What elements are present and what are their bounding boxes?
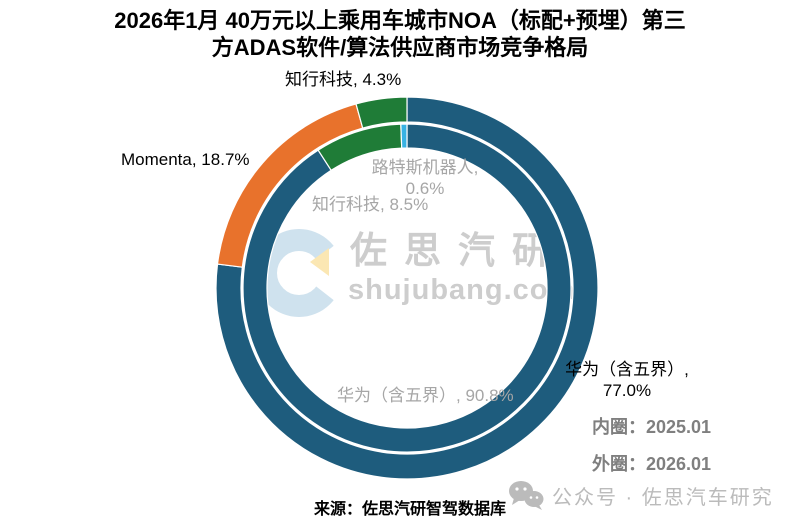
chart-title-line1: 2026年1月 40万元以上乘用车城市NOA（标配+预埋）第三 <box>114 8 686 33</box>
donut-segment-inner-2 <box>400 123 408 149</box>
label-zhixing-inner: 知行科技, 8.5% <box>312 195 429 214</box>
donut-segment-inner-0 <box>242 123 572 453</box>
legend-outer-ring: 外圈：2026.01 <box>592 454 712 474</box>
donut-segment-outer-0 <box>215 96 599 480</box>
label-lotus-inner: 路特斯机器人, 0.6% <box>355 157 495 199</box>
source-note: 来源：佐思汽研智驾数据库 <box>314 501 507 518</box>
label-huawei-outer: 华为（含五界）, 77.0% <box>557 359 697 401</box>
label-lotus-inner-line2: 0.6% <box>405 179 445 198</box>
label-momenta-outer: Momenta, 18.7% <box>121 150 250 169</box>
label-zhixing-outer: 知行科技, 4.3% <box>285 70 402 89</box>
chart-title: 2026年1月 40万元以上乘用车城市NOA（标配+预埋）第三 方ADAS软件/… <box>0 7 800 61</box>
watermark-domain: shujubang.com <box>348 274 576 306</box>
wechat-icon <box>509 481 544 510</box>
label-huawei-inner: 华为（含五界）, 90.8% <box>337 386 514 405</box>
wechat-block: 公众号 · 佐思汽车研究 <box>508 480 774 510</box>
chart-title-line2: 方ADAS软件/算法供应商市场竞争格局 <box>211 35 589 60</box>
legend-inner-ring: 内圈：2025.01 <box>592 417 712 437</box>
label-huawei-outer-line1: 华为（含五界）, <box>565 360 689 379</box>
label-lotus-inner-line1: 路特斯机器人, <box>371 158 479 177</box>
donut-segment-outer-2 <box>355 96 408 129</box>
wechat-account-text: 公众号 · 佐思汽车研究 <box>552 486 774 509</box>
watermark-brand: 佐思汽研 <box>350 230 566 271</box>
label-huawei-outer-line2: 77.0% <box>602 381 652 400</box>
